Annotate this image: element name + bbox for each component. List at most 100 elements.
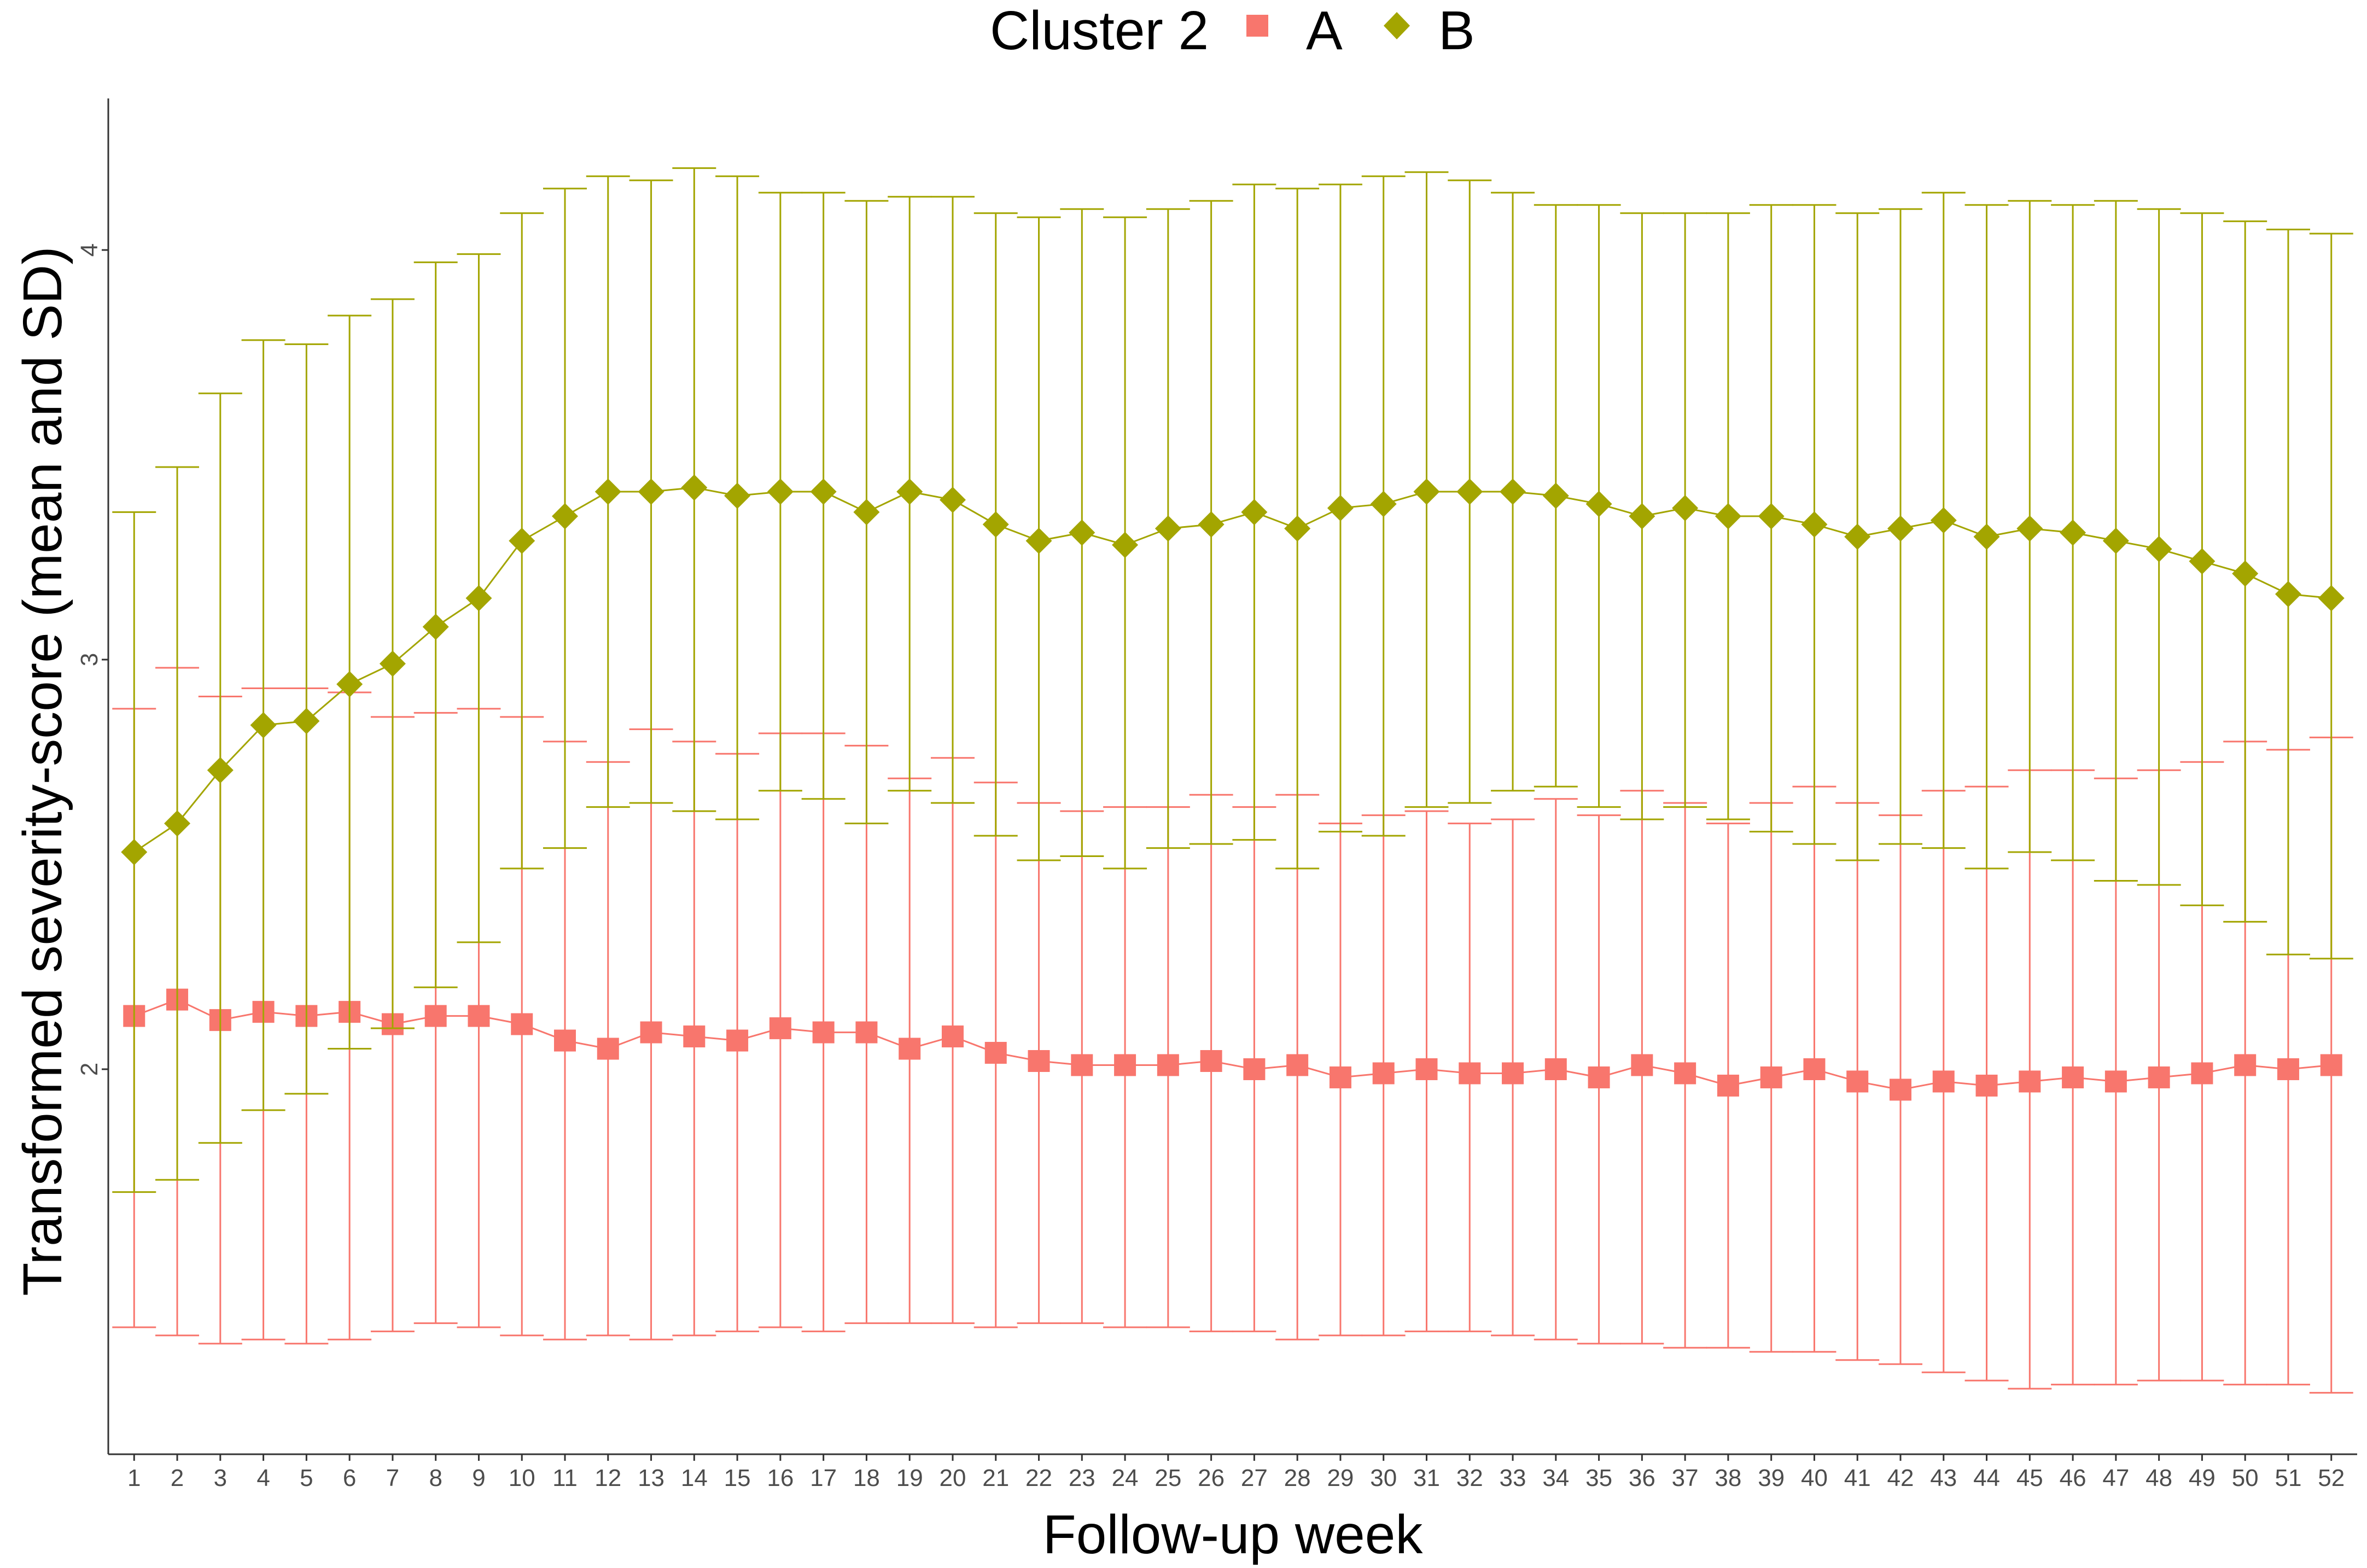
data-point	[164, 810, 191, 837]
data-point	[982, 511, 1009, 538]
series-a-error-bars	[112, 667, 2353, 1394]
legend-marker-b	[1384, 12, 1410, 39]
data-point	[1588, 1066, 1610, 1088]
data-point	[640, 1021, 662, 1044]
y-tick-label: 4	[76, 243, 103, 257]
data-point	[1157, 1054, 1179, 1076]
data-point	[2189, 548, 2216, 575]
data-point	[424, 1005, 447, 1027]
data-point	[468, 1005, 490, 1027]
x-tick-label: 29	[1327, 1465, 1354, 1491]
data-point	[2191, 1062, 2213, 1085]
x-tick-label: 31	[1413, 1465, 1440, 1491]
data-point	[1760, 1066, 1782, 1088]
x-tick-label: 20	[939, 1465, 966, 1491]
data-point	[2277, 1058, 2299, 1080]
data-point	[2320, 1054, 2342, 1076]
data-point	[1544, 1058, 1567, 1080]
data-point	[899, 1037, 921, 1060]
data-point	[2148, 1066, 2170, 1088]
data-point	[1715, 503, 1741, 529]
data-point	[767, 478, 794, 505]
data-point	[1284, 515, 1311, 542]
data-point	[465, 585, 492, 611]
data-point	[597, 1037, 619, 1060]
x-tick-label: 36	[1629, 1465, 1655, 1491]
data-point	[250, 712, 277, 738]
legend-marker-a	[1246, 15, 1268, 37]
x-tick-label: 47	[2102, 1465, 2129, 1491]
data-point	[1889, 1079, 1911, 1101]
data-point	[2104, 1070, 2127, 1093]
x-tick-label: 12	[594, 1465, 621, 1491]
data-point	[1844, 523, 1871, 550]
data-point	[2234, 1054, 2257, 1076]
series-a-line	[133, 999, 2331, 1091]
data-point	[810, 478, 837, 505]
data-point	[1542, 482, 1569, 509]
series-b-points	[121, 474, 2345, 866]
data-point	[812, 1021, 835, 1044]
x-tick-label: 19	[896, 1465, 923, 1491]
x-tick-label: 4	[256, 1465, 270, 1491]
y-axis-ticks: 2 3 4	[76, 243, 108, 1076]
x-tick-label: 7	[386, 1465, 399, 1491]
data-point	[1887, 515, 1914, 542]
data-point	[422, 614, 449, 640]
data-point	[1069, 519, 1095, 546]
x-tick-label: 37	[1672, 1465, 1699, 1491]
x-tick-label: 48	[2146, 1465, 2172, 1491]
data-point	[984, 1042, 1007, 1064]
data-point	[1975, 1074, 1998, 1097]
data-point	[1672, 494, 1699, 521]
data-point	[1459, 1062, 1481, 1085]
data-point	[207, 757, 234, 784]
data-point	[1502, 1062, 1524, 1085]
data-point	[2016, 515, 2043, 542]
data-point	[511, 1013, 533, 1035]
data-point	[1112, 532, 1139, 558]
x-tick-label: 24	[1112, 1465, 1139, 1491]
data-point	[336, 671, 363, 697]
data-point	[769, 1017, 791, 1040]
data-point	[1071, 1054, 1093, 1076]
data-point	[554, 1029, 576, 1052]
data-point	[1286, 1054, 1309, 1076]
x-tick-label: 52	[2318, 1465, 2345, 1491]
x-tick-label: 13	[638, 1465, 664, 1491]
data-point	[1415, 1058, 1438, 1080]
data-point	[1803, 1058, 1826, 1080]
data-point	[896, 478, 923, 505]
y-tick-label: 3	[76, 653, 103, 666]
x-axis-ticks: 1 2 3 4 5 6 7 8 9 10 11 12 13 14 15 16 17 18 19 20 21 22 23 24 2…	[127, 1454, 2345, 1491]
data-point	[1370, 491, 1397, 517]
data-point	[1758, 503, 1785, 529]
x-tick-label: 21	[982, 1465, 1009, 1491]
x-tick-label: 27	[1241, 1465, 1268, 1491]
legend-label-a: A	[1306, 0, 1343, 61]
series-layer	[112, 167, 2353, 1394]
data-point	[1327, 494, 1354, 521]
series-b-error-bars	[112, 167, 2353, 1193]
x-tick-label: 2	[171, 1465, 184, 1491]
data-point	[1801, 511, 1828, 538]
legend: Cluster 2 A B	[990, 0, 1475, 61]
data-point	[1846, 1070, 1869, 1093]
x-tick-label: 49	[2189, 1465, 2216, 1491]
x-tick-label: 38	[1715, 1465, 1741, 1491]
data-point	[2275, 581, 2301, 608]
data-point	[2318, 585, 2345, 611]
data-point	[121, 839, 148, 866]
data-point	[1155, 515, 1181, 542]
series-a	[112, 667, 2353, 1394]
x-tick-label: 35	[1585, 1465, 1612, 1491]
x-tick-label: 23	[1069, 1465, 1095, 1491]
x-tick-label: 41	[1844, 1465, 1871, 1491]
data-point	[1413, 478, 1440, 505]
x-tick-label: 44	[1973, 1465, 2000, 1491]
data-point	[1500, 478, 1526, 505]
data-point	[855, 1021, 878, 1044]
data-point	[724, 482, 751, 509]
data-point	[1372, 1062, 1395, 1085]
